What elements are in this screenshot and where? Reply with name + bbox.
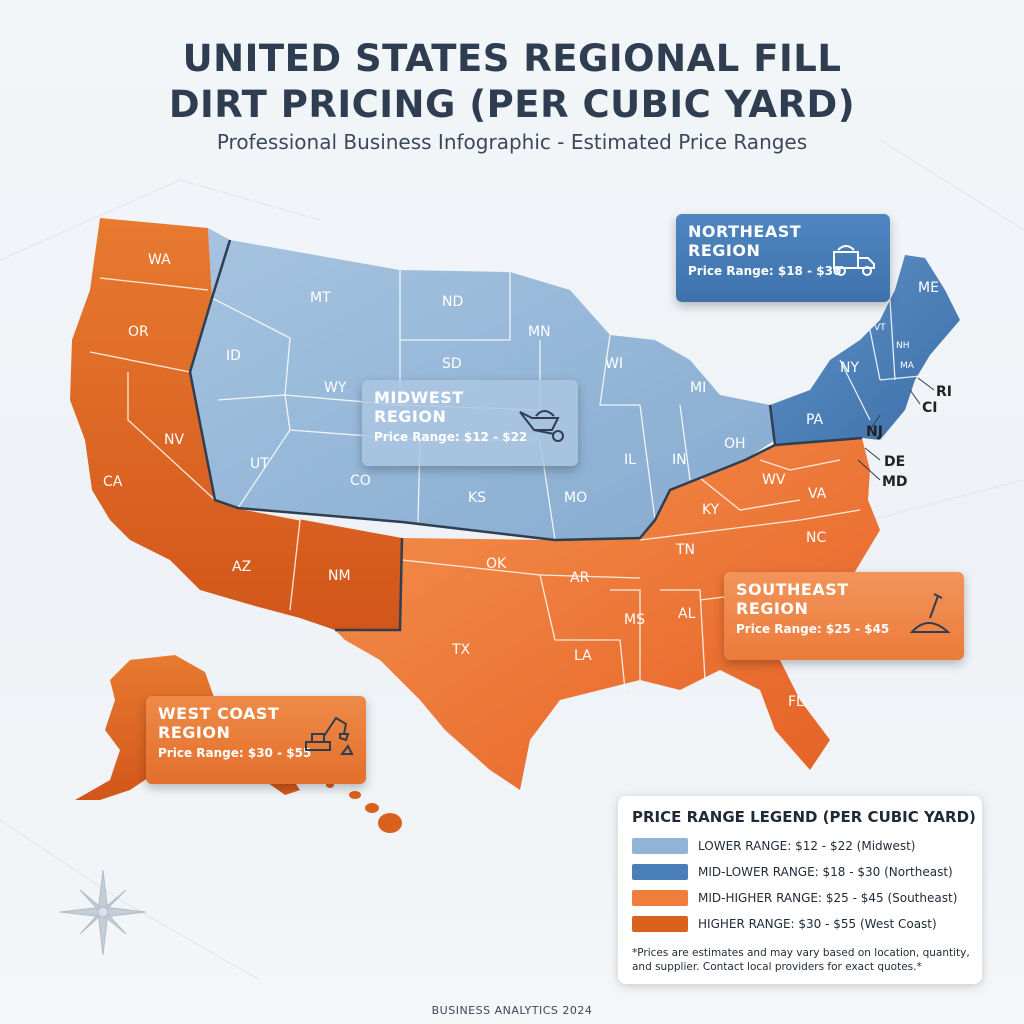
callout-midwest: MIDWEST REGION Price Range: $12 - $22 — [362, 380, 578, 466]
state-label: ID — [226, 348, 241, 364]
state-label: NC — [806, 530, 826, 546]
leader-lines — [857, 377, 935, 481]
page-title: UNITED STATES REGIONAL FILL DIRT PRICING… — [0, 36, 1024, 128]
state-label: OK — [486, 556, 507, 572]
legend-label: HIGHER RANGE: $30 - $55 (West Coast) — [698, 917, 937, 931]
legend-label: MID-LOWER RANGE: $18 - $30 (Northeast) — [698, 865, 953, 879]
state-label: MA — [900, 361, 915, 371]
state-label-outside: CI — [922, 400, 937, 416]
title-line-2: DIRT PRICING (PER CUBIC YARD) — [168, 83, 856, 126]
region-price: Price Range: $12 - $22 — [374, 430, 528, 444]
legend-label: LOWER RANGE: $12 - $22 (Midwest) — [698, 839, 916, 853]
legend-swatch — [632, 838, 688, 854]
region-west-coast — [70, 218, 402, 630]
legend-disclaimer: *Prices are estimates and may vary based… — [632, 947, 970, 973]
state-label: AZ — [232, 559, 251, 575]
state-label: OH — [724, 436, 746, 452]
title-line-1: UNITED STATES REGIONAL FILL — [182, 37, 842, 80]
state-label: NY — [840, 360, 859, 376]
state-label: KY — [702, 502, 720, 518]
state-label: MS — [624, 612, 645, 628]
excavator-icon — [305, 716, 354, 755]
shovel-dirt-icon — [909, 593, 951, 633]
state-label: VA — [808, 486, 827, 502]
region-name: WEST COAST REGION — [158, 704, 280, 742]
state-label: UT — [250, 456, 269, 472]
callout-northeast: NORTHEAST REGION Price Range: $18 - $30 — [676, 214, 890, 302]
legend-title: PRICE RANGE LEGEND (PER CUBIC YARD) — [632, 808, 976, 826]
state-label: SD — [442, 356, 462, 372]
price-legend: PRICE RANGE LEGEND (PER CUBIC YARD) LOWE… — [618, 796, 982, 984]
region-name: SOUTHEAST REGION — [736, 580, 849, 618]
state-label: CO — [350, 473, 371, 489]
wheelbarrow-icon — [519, 410, 564, 442]
region-price: Price Range: $30 - $55 — [158, 746, 312, 760]
state-label: TX — [451, 642, 471, 658]
compass-rose-icon — [59, 869, 147, 956]
state-label: IL — [624, 452, 636, 468]
state-label: VT — [874, 323, 886, 333]
region-price: Price Range: $18 - $30 — [688, 264, 842, 278]
legend-swatch — [632, 916, 688, 932]
region-northeast — [770, 255, 960, 445]
state-label: AR — [570, 570, 590, 586]
state-label: CA — [103, 474, 123, 490]
state-label: WY — [324, 380, 347, 396]
hawaii — [326, 782, 402, 833]
legend-label: MID-HIGHER RANGE: $25 - $45 (Southeast) — [698, 891, 958, 905]
state-label-outside: DE — [884, 454, 905, 470]
state-label: WA — [148, 252, 171, 268]
state-label: NM — [328, 568, 351, 584]
state-label: FL — [788, 694, 804, 710]
state-label: MO — [564, 490, 587, 506]
state-label: MN — [528, 324, 551, 340]
state-labels: WA OR CA NV ID MT WY UT AZ NM CO ND SD K… — [103, 252, 939, 710]
state-label: ME — [918, 280, 939, 296]
state-label: OR — [128, 324, 149, 340]
state-label: MT — [310, 290, 331, 306]
outside-labels: RI CI NJ DE MD — [866, 384, 952, 490]
region-name: NORTHEAST REGION — [688, 222, 802, 260]
state-label: LA — [574, 648, 592, 664]
state-label: KS — [468, 490, 486, 506]
dump-truck-icon — [833, 245, 875, 276]
state-label: ND — [442, 294, 463, 310]
state-label: NV — [164, 432, 184, 448]
footer-credit: BUSINESS ANALYTICS 2024 — [431, 1004, 593, 1017]
state-label-outside: RI — [936, 384, 952, 400]
region-price: Price Range: $25 - $45 — [736, 622, 890, 636]
legend-swatch — [632, 864, 688, 880]
state-label-outside: NJ — [866, 424, 883, 440]
state-label: IN — [672, 452, 687, 468]
legend-swatch — [632, 890, 688, 906]
state-label: WI — [605, 356, 623, 372]
page-subtitle: Professional Business Infographic - Esti… — [216, 130, 808, 154]
region-southeast — [335, 438, 880, 790]
background-lines — [0, 139, 1024, 981]
region-name: MIDWEST REGION — [374, 388, 464, 426]
region-outlines — [188, 239, 863, 632]
state-label: AL — [678, 606, 696, 622]
state-label: MI — [690, 380, 706, 396]
state-label: NH — [896, 341, 910, 351]
state-label: WV — [762, 472, 786, 488]
callout-southeast: SOUTHEAST REGION Price Range: $25 - $45 — [724, 572, 964, 660]
callout-west-coast: WEST COAST REGION Price Range: $30 - $55 — [146, 696, 366, 784]
state-label: PA — [806, 412, 824, 428]
state-label-outside: MD — [882, 474, 908, 490]
state-label: TN — [675, 542, 695, 558]
